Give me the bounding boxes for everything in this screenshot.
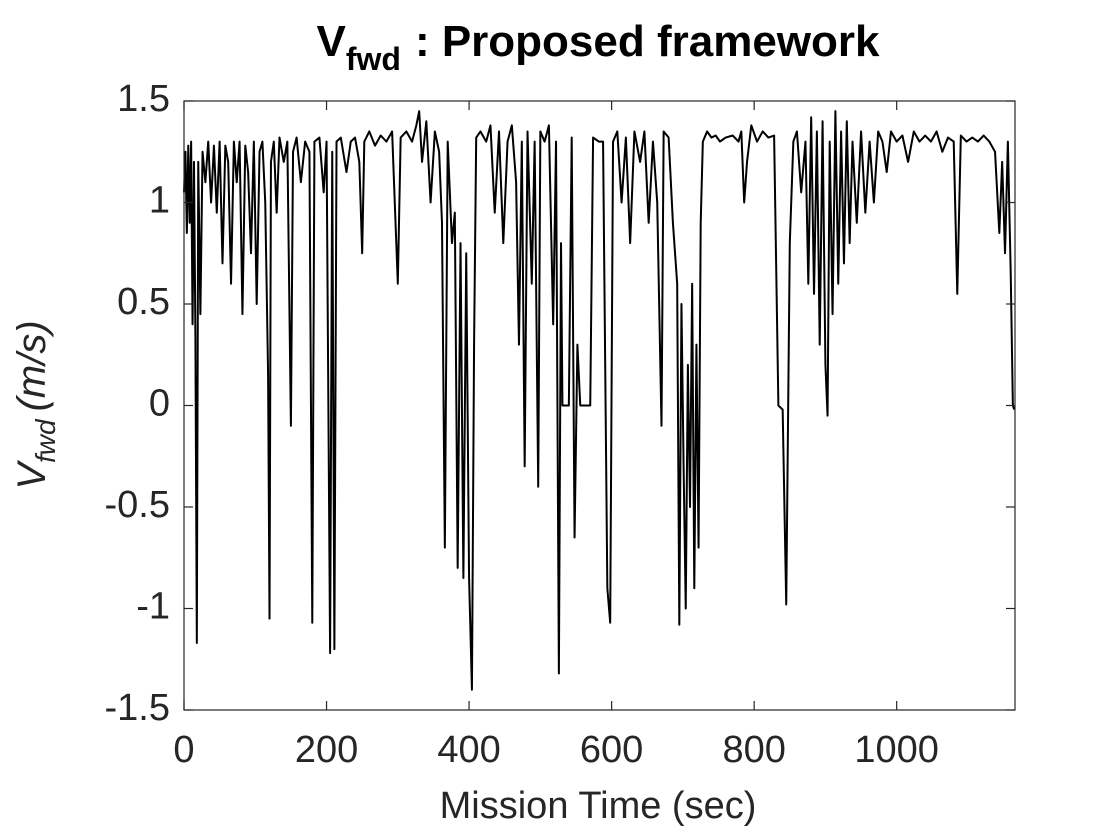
y-label-rest: (m/s) <box>10 320 54 411</box>
title-sub: fwd <box>346 41 401 77</box>
x-tick-label: 200 <box>295 729 358 771</box>
y-tick-label: -0.5 <box>105 484 170 526</box>
x-tick-label: 0 <box>173 729 194 771</box>
data-line <box>183 110 1016 691</box>
y-tick-label: 0.5 <box>117 281 170 323</box>
title-main: V <box>316 17 346 66</box>
y-tick-label: -1 <box>136 586 170 628</box>
title-rest: : Proposed framework <box>415 17 880 66</box>
chart-title: Vfwd : Proposed framework <box>316 17 880 78</box>
y-label-main: V <box>10 460 54 490</box>
y-tick-label: 1 <box>149 180 170 222</box>
y-axis-label: Vfwd (m/s) <box>10 320 62 489</box>
x-tick-label: 600 <box>580 729 643 771</box>
y-label-sub: fwd <box>30 418 61 463</box>
x-tick-label: 1000 <box>854 729 939 771</box>
y-tick-label: 1.5 <box>117 78 170 120</box>
x-axis-label: Mission Time (sec) <box>440 785 757 827</box>
x-tick-label: 400 <box>437 729 500 771</box>
x-tick-label: 800 <box>722 729 785 771</box>
y-tick-label: 0 <box>149 383 170 425</box>
y-tick-label: -1.5 <box>105 687 170 729</box>
